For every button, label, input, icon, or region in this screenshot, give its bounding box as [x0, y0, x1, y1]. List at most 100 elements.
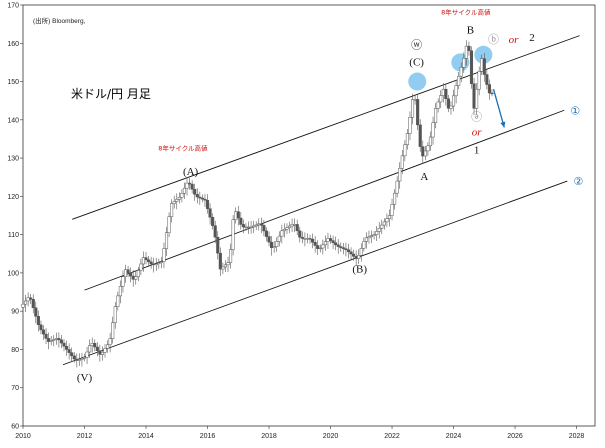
candle-body — [323, 241, 327, 246]
candle-body — [126, 269, 130, 274]
candle-body — [295, 224, 299, 232]
candle-body — [216, 236, 220, 254]
candle-body — [67, 349, 71, 353]
candle-body — [236, 211, 240, 219]
candle-body — [129, 272, 133, 277]
candle-body — [41, 329, 46, 335]
candle-body — [108, 338, 112, 346]
candle-body — [272, 246, 276, 248]
candle-body — [54, 338, 58, 340]
wave-label-A-cap: (A) — [183, 166, 199, 178]
y-tick-label: 100 — [7, 270, 19, 277]
candle-body — [382, 221, 386, 226]
candle-body — [218, 252, 222, 270]
x-axis: 2010 2012 2014 2016 2018 2020 2022 2024 2026 2028 — [15, 426, 584, 440]
candle-body — [188, 182, 192, 185]
candle-body — [421, 146, 425, 157]
candle-body — [413, 99, 417, 101]
plot-border — [22, 4, 596, 427]
candle-body — [293, 224, 297, 226]
candle-body — [103, 348, 107, 353]
candle-body — [52, 339, 56, 341]
candle-body — [200, 197, 204, 200]
candle-body — [467, 45, 471, 51]
wave-label-C-cap: (C) — [409, 57, 424, 69]
candle-body — [29, 297, 33, 300]
candle-body — [303, 238, 307, 240]
candle-body — [185, 182, 189, 189]
candle-body — [426, 145, 430, 152]
candle-body — [482, 58, 486, 75]
candle-body — [387, 215, 392, 219]
highlight-circle — [408, 72, 427, 91]
candle-body — [367, 236, 371, 239]
y-tick-label: 150 — [7, 79, 19, 86]
candle-body — [123, 269, 128, 277]
candle-body — [446, 98, 450, 109]
candle-body — [477, 71, 481, 90]
forecast-arrow-shaft — [492, 89, 505, 128]
candle-body — [226, 262, 230, 266]
candle-body — [106, 344, 110, 349]
candle-body — [318, 247, 322, 250]
x-tick-label: 2028 — [569, 433, 585, 440]
candle-body — [75, 358, 79, 361]
candle-body — [159, 261, 163, 263]
candle-body — [418, 124, 422, 147]
y-tick-label: 80 — [11, 347, 19, 354]
candle-body — [328, 238, 333, 241]
candle-body — [485, 74, 489, 85]
candle-body — [270, 241, 274, 248]
candle-body — [331, 240, 335, 243]
candle-body — [285, 227, 289, 230]
candle-body — [405, 133, 409, 145]
y-tick-label: 60 — [11, 424, 19, 431]
candle-body — [357, 255, 361, 259]
candle-body — [341, 247, 345, 249]
y-tick-label: 160 — [7, 41, 19, 48]
candle-body — [267, 236, 271, 243]
candle-body — [400, 155, 404, 169]
candle-body — [262, 225, 266, 232]
y-tick-label: 120 — [7, 194, 19, 201]
candle-body — [49, 340, 53, 342]
candle-body — [113, 306, 117, 323]
candle-body — [195, 194, 199, 198]
candle-body — [316, 245, 320, 249]
candle-body — [464, 45, 468, 59]
candle-body — [454, 85, 458, 97]
candle-body — [403, 144, 407, 157]
candle-body — [26, 297, 30, 302]
candle-body — [475, 88, 479, 109]
candle-body — [326, 238, 330, 242]
channel-label-2: ② — [573, 175, 583, 188]
candle-body — [182, 187, 187, 194]
wave-label-2: 2 — [529, 32, 535, 44]
candle-body — [480, 58, 484, 72]
wave-label-B: B — [467, 25, 474, 37]
candle-body — [172, 201, 176, 204]
candle-body — [275, 241, 279, 248]
candle-body — [136, 270, 140, 277]
candle-body — [36, 316, 40, 326]
candle-body — [139, 263, 143, 271]
y-tick-label: 130 — [7, 156, 19, 163]
candle-body — [116, 295, 120, 307]
candle-body — [277, 235, 281, 242]
candle-body — [134, 276, 138, 280]
candle-body — [21, 303, 25, 308]
candle-body — [359, 248, 363, 256]
candle-body — [390, 204, 394, 216]
candle-body — [221, 266, 225, 270]
candle-body — [246, 226, 251, 229]
x-tick-label: 2016 — [200, 433, 216, 440]
candle-body — [441, 88, 445, 96]
candle-body — [300, 236, 304, 239]
candle-body — [398, 168, 402, 182]
candle-body — [259, 223, 263, 226]
candle-body — [410, 99, 415, 118]
candle-body — [462, 58, 466, 68]
candle-body — [141, 257, 145, 265]
candle-body — [198, 196, 202, 199]
x-tick-label: 2024 — [446, 433, 462, 440]
